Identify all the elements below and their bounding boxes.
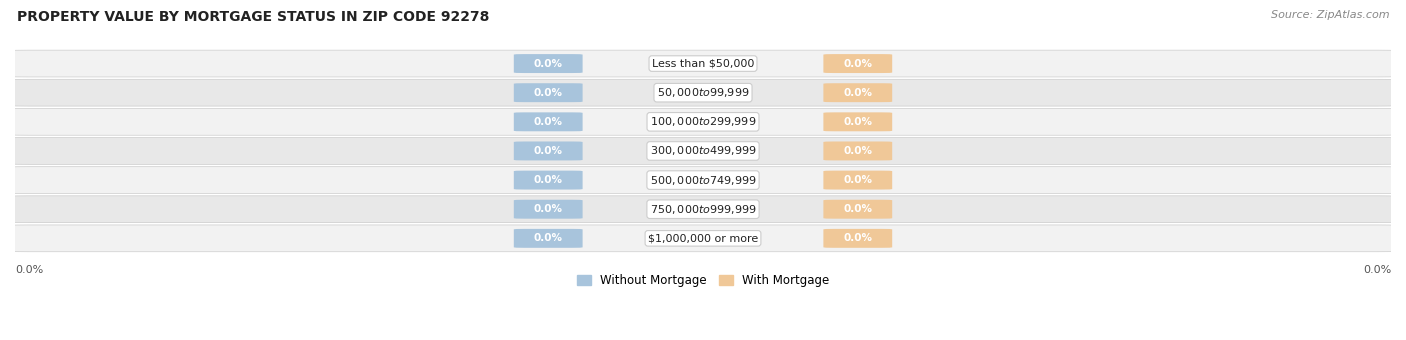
Text: 0.0%: 0.0%	[844, 88, 872, 98]
FancyBboxPatch shape	[1, 79, 1405, 106]
Text: 0.0%: 0.0%	[534, 175, 562, 185]
FancyBboxPatch shape	[1, 50, 1405, 77]
Text: Less than $50,000: Less than $50,000	[652, 58, 754, 69]
FancyBboxPatch shape	[1, 225, 1405, 252]
FancyBboxPatch shape	[824, 54, 893, 73]
FancyBboxPatch shape	[1, 108, 1405, 135]
Text: 0.0%: 0.0%	[534, 233, 562, 243]
FancyBboxPatch shape	[824, 83, 893, 102]
FancyBboxPatch shape	[513, 200, 582, 219]
FancyBboxPatch shape	[513, 141, 582, 160]
FancyBboxPatch shape	[1, 196, 1405, 223]
Text: 0.0%: 0.0%	[844, 204, 872, 214]
Text: 0.0%: 0.0%	[15, 265, 44, 275]
Text: $50,000 to $99,999: $50,000 to $99,999	[657, 86, 749, 99]
Text: 0.0%: 0.0%	[534, 117, 562, 127]
Text: 0.0%: 0.0%	[844, 117, 872, 127]
Text: 0.0%: 0.0%	[844, 233, 872, 243]
FancyBboxPatch shape	[824, 200, 893, 219]
FancyBboxPatch shape	[1, 138, 1405, 164]
Text: $750,000 to $999,999: $750,000 to $999,999	[650, 203, 756, 216]
Text: $100,000 to $299,999: $100,000 to $299,999	[650, 115, 756, 128]
Text: 0.0%: 0.0%	[844, 58, 872, 69]
FancyBboxPatch shape	[513, 171, 582, 190]
FancyBboxPatch shape	[513, 83, 582, 102]
FancyBboxPatch shape	[824, 229, 893, 248]
FancyBboxPatch shape	[513, 112, 582, 131]
Text: $300,000 to $499,999: $300,000 to $499,999	[650, 144, 756, 157]
Text: $500,000 to $749,999: $500,000 to $749,999	[650, 174, 756, 187]
Legend: Without Mortgage, With Mortgage: Without Mortgage, With Mortgage	[572, 269, 834, 292]
Text: 0.0%: 0.0%	[844, 146, 872, 156]
Text: $1,000,000 or more: $1,000,000 or more	[648, 233, 758, 243]
Text: 0.0%: 0.0%	[844, 175, 872, 185]
FancyBboxPatch shape	[824, 112, 893, 131]
Text: 0.0%: 0.0%	[1362, 265, 1391, 275]
Text: 0.0%: 0.0%	[534, 88, 562, 98]
Text: 0.0%: 0.0%	[534, 146, 562, 156]
Text: 0.0%: 0.0%	[534, 58, 562, 69]
FancyBboxPatch shape	[1, 167, 1405, 193]
Text: PROPERTY VALUE BY MORTGAGE STATUS IN ZIP CODE 92278: PROPERTY VALUE BY MORTGAGE STATUS IN ZIP…	[17, 10, 489, 24]
FancyBboxPatch shape	[513, 54, 582, 73]
FancyBboxPatch shape	[824, 171, 893, 190]
Text: 0.0%: 0.0%	[534, 204, 562, 214]
FancyBboxPatch shape	[824, 141, 893, 160]
Text: Source: ZipAtlas.com: Source: ZipAtlas.com	[1271, 10, 1389, 20]
FancyBboxPatch shape	[513, 229, 582, 248]
